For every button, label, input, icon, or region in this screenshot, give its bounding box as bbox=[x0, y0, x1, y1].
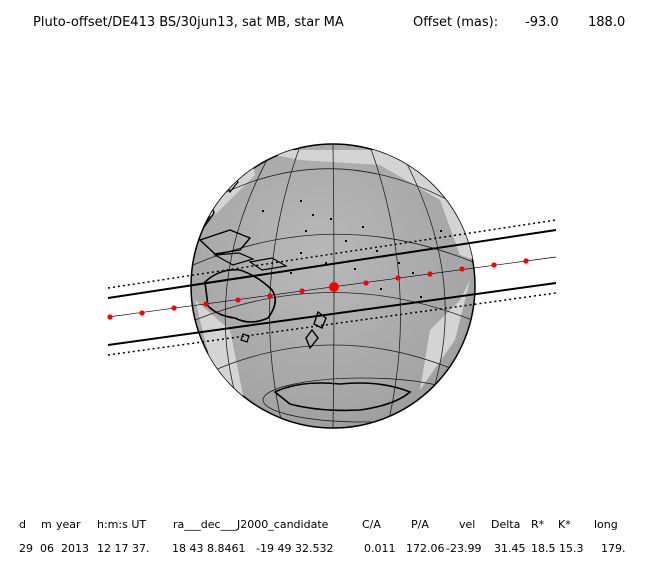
header-radec: ra___dec___J2000_candidate bbox=[173, 518, 329, 531]
value-delta: 31.45 bbox=[494, 542, 526, 555]
northern-dotted-limit bbox=[107, 219, 557, 289]
value-kstar: 15.3 bbox=[559, 542, 584, 555]
header-rstar: R* bbox=[531, 518, 545, 531]
value-time: 12 17 37. bbox=[97, 542, 149, 555]
value-year: 2013 bbox=[61, 542, 89, 555]
value-ca: 0.011 bbox=[364, 542, 396, 555]
header-kstar: K* bbox=[558, 518, 571, 531]
value-long: 179. bbox=[601, 542, 626, 555]
timing-point bbox=[523, 258, 529, 264]
northern-shadow-limit bbox=[107, 229, 557, 299]
closest-approach-point bbox=[329, 282, 339, 292]
event-table: d m year h:m:s UT ra___dec___J2000_candi… bbox=[19, 518, 626, 555]
timing-point bbox=[171, 305, 177, 311]
plot-title: Pluto-offset/DE413 BS/30jun13, sat MB, s… bbox=[33, 15, 344, 30]
header-pa: P/A bbox=[411, 518, 429, 531]
timing-point bbox=[203, 301, 209, 307]
header-delta: Delta bbox=[491, 518, 520, 531]
header-year: year bbox=[56, 518, 81, 531]
value-vel: -23.99 bbox=[446, 542, 481, 555]
timing-point bbox=[107, 314, 113, 320]
timing-points bbox=[107, 258, 529, 320]
timing-point bbox=[491, 262, 497, 268]
timing-point bbox=[459, 266, 465, 272]
header-month: m bbox=[41, 518, 52, 531]
header-day: d bbox=[19, 518, 26, 531]
timing-point bbox=[299, 288, 305, 294]
timing-point bbox=[363, 280, 369, 286]
header-long: long bbox=[594, 518, 618, 531]
value-ra: 18 43 8.8461 bbox=[172, 542, 245, 555]
shadow-limits bbox=[107, 219, 557, 356]
offset-label: Offset (mas): bbox=[413, 15, 498, 30]
value-pa: 172.06 bbox=[406, 542, 445, 555]
header-ca: C/A bbox=[362, 518, 381, 531]
timing-point bbox=[235, 297, 241, 303]
table-header-row: d m year h:m:s UT ra___dec___J2000_candi… bbox=[19, 518, 618, 531]
timing-point bbox=[267, 293, 273, 299]
value-rstar: 18.5 bbox=[531, 542, 556, 555]
header-vel: vel bbox=[459, 518, 475, 531]
timing-point bbox=[395, 275, 401, 281]
table-value-row: 29 06 2013 12 17 37. 18 43 8.8461 -19 49… bbox=[19, 542, 626, 555]
southern-dotted-limit bbox=[107, 292, 557, 356]
timing-point bbox=[427, 271, 433, 277]
timing-point bbox=[139, 310, 145, 316]
offset-y-value: 188.0 bbox=[588, 15, 625, 30]
header-time: h:m:s UT bbox=[97, 518, 146, 531]
southern-shadow-limit bbox=[107, 282, 557, 346]
value-month: 06 bbox=[40, 542, 54, 555]
offset-x-value: -93.0 bbox=[525, 15, 559, 30]
value-day: 29 bbox=[19, 542, 33, 555]
value-dec: -19 49 32.532 bbox=[256, 542, 333, 555]
